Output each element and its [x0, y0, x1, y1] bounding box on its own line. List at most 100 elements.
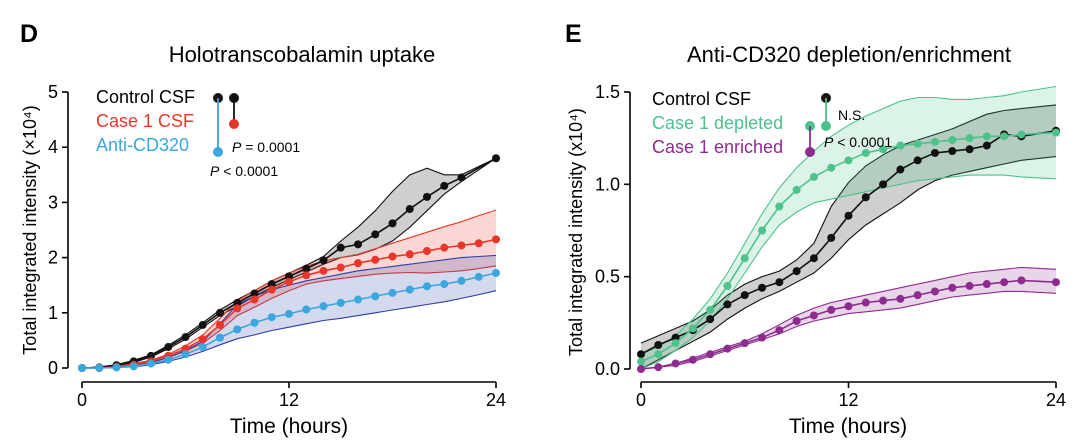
panel-d-series-0-point	[250, 289, 259, 298]
panel-e-band-lower-1	[640, 174, 1057, 370]
panel-d-title: Holotranscobalamin uptake	[169, 42, 436, 67]
panel-d-series-2-point	[95, 364, 104, 372]
panel-d-legend-item: Anti-CD320	[96, 135, 189, 155]
panel-e-series-1-point	[965, 134, 974, 143]
panel-e-series-0-point	[792, 267, 801, 276]
panel-d-series-0-point	[302, 264, 311, 273]
panel-d-series-2-point	[319, 302, 328, 311]
panel-e-letter: E	[565, 20, 582, 48]
panel-d-letter: D	[20, 20, 38, 48]
panel-e-series-1-point	[879, 145, 888, 154]
panel-d-y-tick-label: 3	[48, 192, 58, 212]
panel-e-series-0-point	[965, 145, 974, 154]
panel-d-series-2-point	[233, 325, 242, 334]
panel-e-series-1-point	[982, 132, 991, 141]
panel-e-series-1-point	[1052, 128, 1060, 137]
panel-d-series-1-point	[285, 277, 293, 286]
panel-e-y-tick-label: 0.5	[595, 267, 620, 287]
panel-d-y-tick-label: 0	[48, 358, 58, 378]
panel-d-series-0-point	[354, 240, 362, 249]
panel-e-series-1-point	[930, 137, 939, 146]
panel-d-series-0-point	[233, 298, 242, 307]
panel-d-series-2-point	[388, 288, 397, 297]
panel-d-xlabel: Time (hours)	[230, 415, 348, 438]
panel-e-x-tick-label: 12	[838, 390, 858, 410]
stat-marker	[805, 147, 815, 157]
panel-e-ylabel: Total integrated intensity (x10⁴)	[566, 108, 586, 356]
panel-e-series-2-point	[809, 311, 818, 320]
panel-e-series-2-point	[827, 305, 836, 314]
panel-d-band-0	[82, 158, 496, 368]
panel-e-series-2-point	[792, 316, 801, 325]
panel-d-y-tick-label: 2	[48, 248, 58, 268]
panel-e-series-0-point	[930, 148, 939, 157]
panel-d-series-1-point	[319, 266, 328, 275]
panel-d-series-1-point	[371, 255, 380, 264]
panel-d-series-0-point	[216, 308, 224, 317]
panel-e-series-2-point	[844, 302, 853, 311]
panel-e-series-0-point	[723, 300, 732, 309]
panel-d-series-1-point	[302, 271, 311, 280]
panel-e-y-tick-label: 1.0	[595, 174, 620, 194]
panel-e-series-0-point	[809, 254, 818, 263]
stat-ns: N.S.	[838, 107, 865, 123]
panel-e-series-0-point	[671, 333, 680, 342]
panel-d-series-2-point	[336, 298, 345, 307]
panel-e-series-0-point	[654, 340, 663, 349]
panel-e-series-1-point	[861, 148, 870, 157]
panel-e-series-0-point	[913, 156, 922, 165]
panel-d-series-1-point	[388, 252, 397, 261]
panel-d-series-2-point	[267, 313, 276, 322]
panel-e-series-1-point	[948, 136, 957, 145]
panel-e-x-tick-label: 24	[1046, 390, 1066, 410]
panel-d-legend-item: Control CSF	[96, 87, 195, 107]
panel-e-series-1-point	[1000, 132, 1009, 141]
panel-e-legend-item: Case 1 enriched	[652, 137, 783, 157]
panel-d-series-2-point	[129, 362, 138, 371]
panel-d-series-1-point	[492, 235, 500, 244]
panel-e-series-0-point	[948, 147, 957, 156]
panel-e-series-1-point	[688, 324, 697, 333]
panel-e-series-1-point	[827, 163, 836, 172]
panel-d-series-0-point	[492, 154, 500, 163]
panel-e-series-2-point	[671, 359, 680, 368]
panel-d-series-0-point	[267, 280, 276, 289]
stat-p-case1: P = 0.0001	[232, 139, 300, 155]
panel-e-series-1-point	[723, 281, 732, 290]
panel-d-series-1-point	[474, 239, 483, 248]
panel-d-series-2-point	[474, 272, 483, 281]
panel-d-series-2-point	[492, 269, 500, 278]
panel-e-series-0-point	[896, 165, 905, 174]
panel-e-series-2-point	[948, 283, 957, 292]
panel-e-series-2-point	[723, 344, 732, 353]
panel-e-plot: 0.0 0.5 1.0 1.5 0 12 24 Control CSF Case 1 deple…	[595, 82, 1066, 410]
panel-e-series-2-point	[758, 333, 767, 342]
panel-d-series-1-point	[181, 344, 190, 353]
panel-e-series-0-point	[740, 291, 749, 300]
panel-d-series-2-point	[198, 343, 207, 352]
panel-d-series-2-point	[285, 309, 293, 318]
panel-e-series-1-point	[792, 185, 801, 194]
panel-d-series-1-point	[423, 246, 431, 255]
panel-d-series-2-point	[371, 292, 380, 301]
panel-d-series-0-point	[388, 219, 397, 228]
panel-e-series-1-point	[896, 141, 905, 150]
panel-e-series-2-point	[706, 350, 715, 359]
panel-e-series-2-point	[896, 294, 905, 303]
panel-e-series-0-point	[637, 350, 645, 359]
panel-e-series-0-point	[706, 315, 715, 324]
panel-d-series-1-point	[267, 285, 276, 294]
panel-d-series-2-point	[440, 280, 449, 289]
panel-d-series-0-point	[405, 205, 414, 214]
panel-d-series-0-point	[371, 230, 380, 239]
panel-d-series-2-point	[250, 318, 259, 327]
panel-d-x-tick-label: 12	[279, 390, 299, 410]
panel-d-x-tick-label: 24	[486, 390, 506, 410]
panel-d-series-1-point	[457, 241, 466, 250]
panel-e-series-2-point	[654, 363, 663, 372]
panel-e-series-0-point	[879, 180, 888, 189]
panel-e-series-1-point	[706, 305, 715, 314]
panel-d-series-2-point	[147, 359, 155, 368]
panel-e-series-2-point	[913, 291, 922, 300]
panel-d-series-0-point	[319, 256, 328, 265]
